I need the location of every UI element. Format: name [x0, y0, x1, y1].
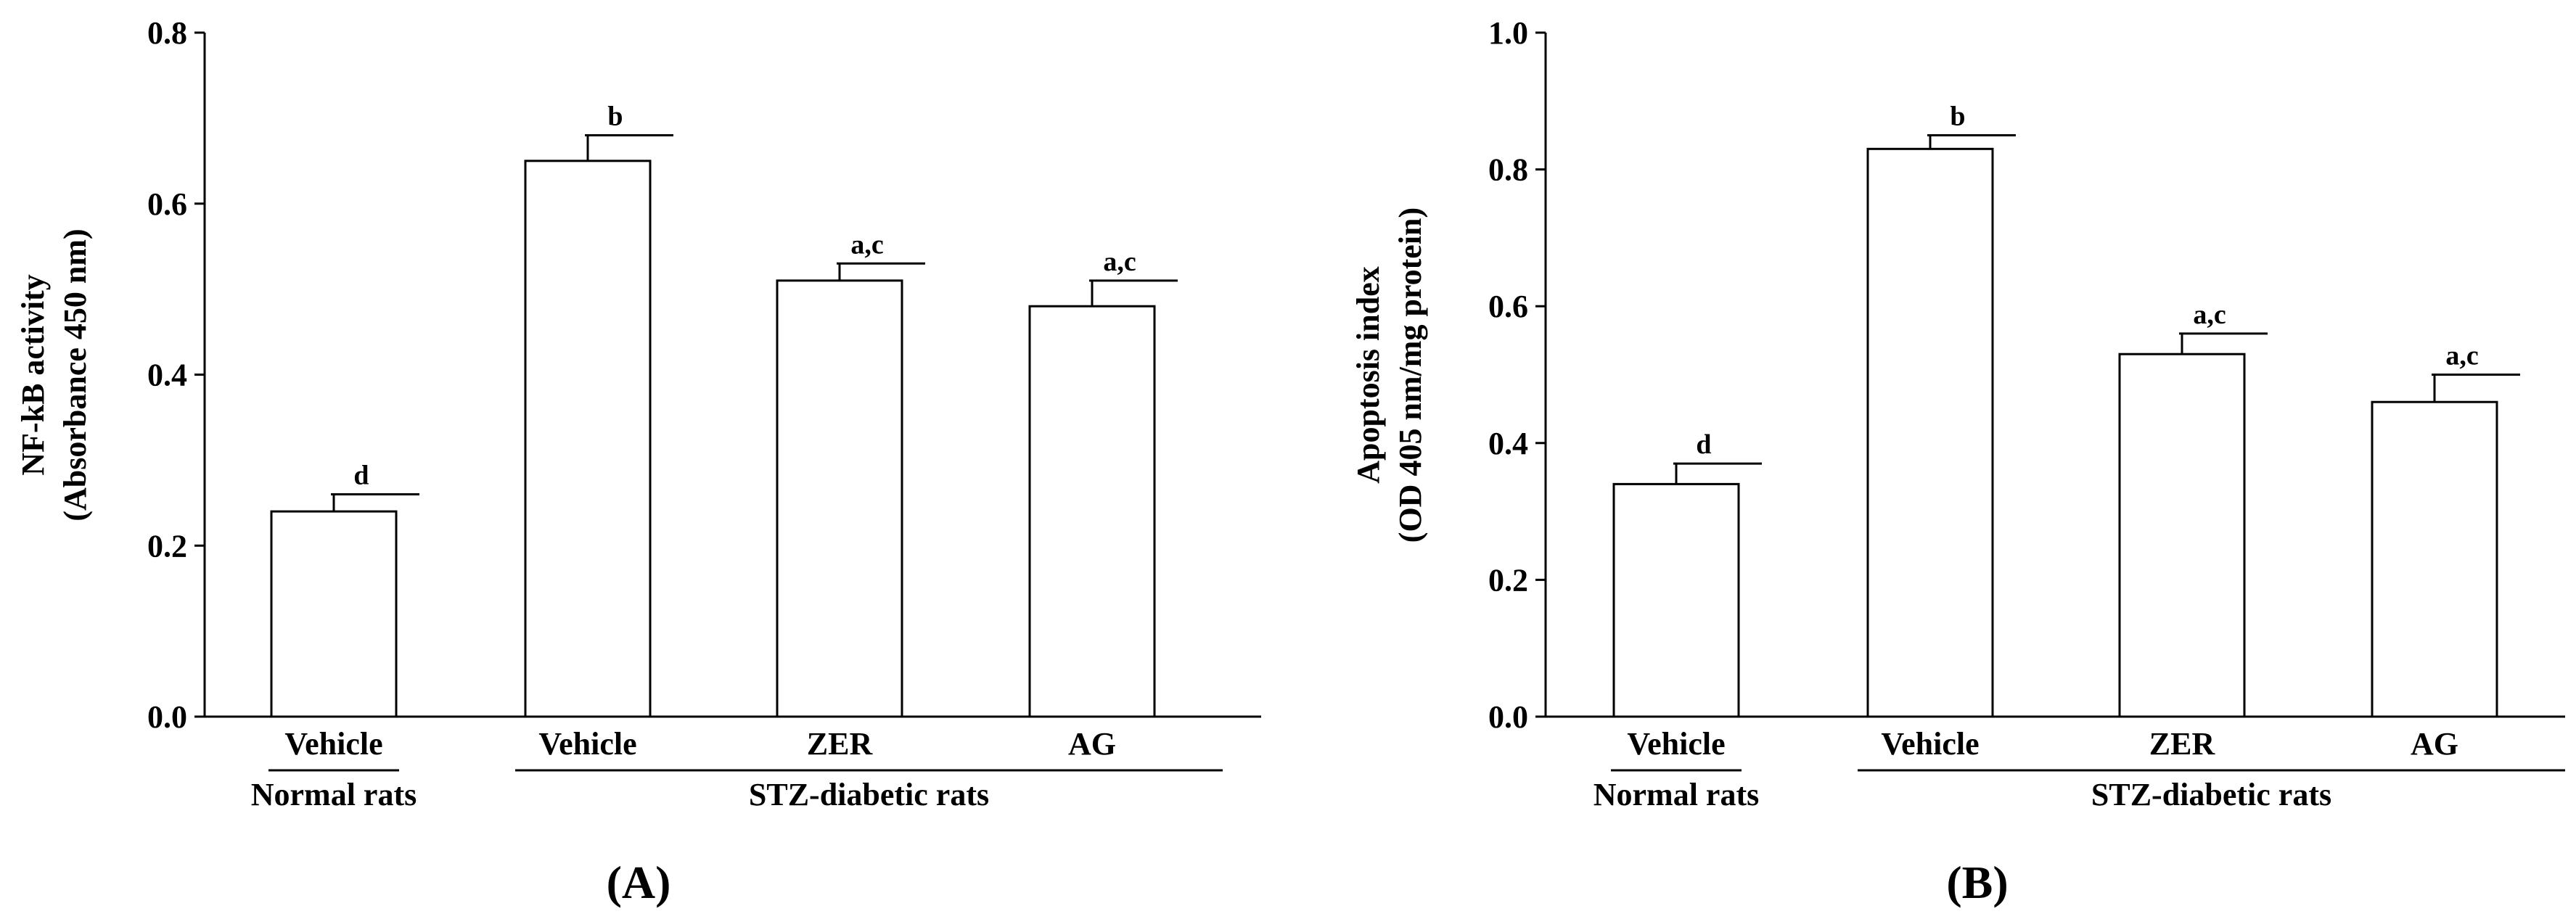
y-axis-label: (Absorbance 450 nm) [57, 228, 93, 521]
significance-label: b [607, 101, 623, 131]
significance-label: b [1950, 101, 1965, 131]
bar [2371, 400, 2498, 718]
bar [524, 160, 652, 718]
significance-label: a,c [2445, 341, 2478, 371]
chart-panel-a: 0.0 0.2 0.4 0.6 0.8 NF-kB activity (Absorbance… [15, 15, 1261, 908]
significance-label: d [1696, 429, 1711, 460]
x-category-label: Vehicle [284, 726, 382, 762]
y-axis-label: (OD 405 nm/mg protein) [1392, 207, 1428, 543]
y-tick-label: 0.2 [1488, 562, 1528, 598]
y-tick-label: 0.6 [147, 186, 187, 222]
group-label: Normal rats [1593, 777, 1760, 812]
x-category-label: Vehicle [538, 726, 636, 762]
group-label: Normal rats [251, 777, 417, 812]
x-category-label: AG [1068, 726, 1116, 762]
bar [1866, 147, 1994, 718]
significance-label: d [353, 461, 369, 491]
bar [776, 279, 903, 718]
x-category-label: ZER [807, 726, 874, 762]
y-tick-label: 0.4 [147, 358, 187, 393]
panel-label: (B) [1946, 857, 2008, 908]
x-category-label: AG [2411, 726, 2458, 762]
significance-label: a,c [2193, 300, 2226, 330]
y-axis-label: Apoptosis index [1350, 266, 1386, 484]
y-tick-label: 0.0 [1488, 699, 1528, 735]
x-category-label: Vehicle [1881, 726, 1979, 762]
y-tick-label: 0.6 [1488, 289, 1528, 324]
x-category-label: Vehicle [1627, 726, 1725, 762]
significance-label: a,c [1103, 247, 1136, 277]
group-label: STZ-diabetic rats [749, 777, 989, 812]
bar [1028, 305, 1156, 718]
y-tick-label: 1.0 [1488, 15, 1528, 51]
significance-label: a,c [850, 229, 883, 260]
bar [270, 510, 398, 718]
y-tick-label: 0.4 [1488, 426, 1528, 461]
y-tick-label: 0.8 [1488, 152, 1528, 188]
y-axis-label: NF-kB activity [15, 274, 51, 475]
chart-panel-b: 0.0 0.2 0.4 0.6 0.8 1.0 Apoptosis index (OD 405… [1350, 15, 2565, 908]
bar [1612, 482, 1740, 718]
group-label: STZ-diabetic rats [2091, 777, 2331, 812]
bar [2118, 353, 2246, 718]
panel-label: (A) [607, 857, 671, 908]
y-tick-label: 0.0 [147, 699, 187, 735]
y-tick-label: 0.8 [147, 15, 187, 51]
y-tick-label: 0.2 [147, 528, 187, 564]
x-category-label: ZER [2149, 726, 2216, 762]
